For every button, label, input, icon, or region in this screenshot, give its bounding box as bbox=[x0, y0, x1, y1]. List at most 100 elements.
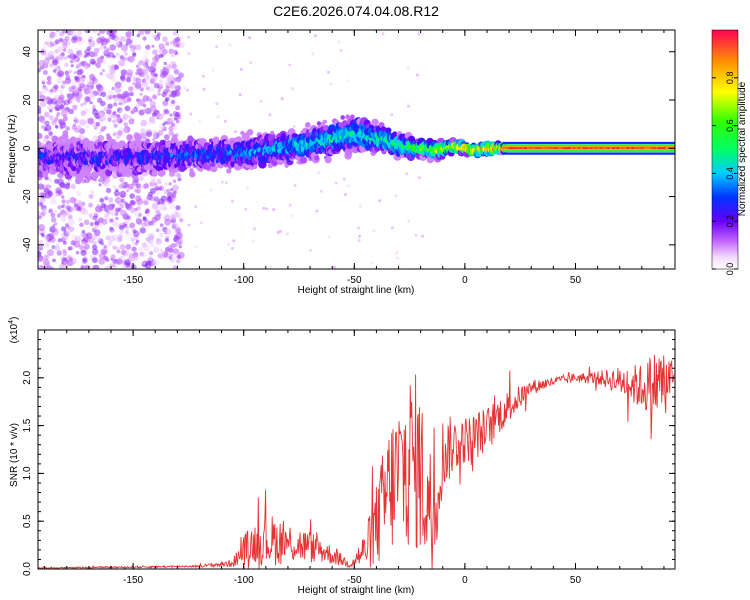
noise-speckle bbox=[337, 40, 341, 44]
noise-speckle bbox=[68, 108, 74, 115]
noise-speckle bbox=[117, 233, 123, 240]
noise-speckle bbox=[57, 189, 62, 195]
noise-speckle bbox=[395, 251, 399, 255]
noise-speckle bbox=[92, 241, 97, 246]
spectrogram-cell bbox=[38, 140, 42, 149]
noise-speckle bbox=[112, 119, 116, 124]
noise-speckle bbox=[248, 36, 252, 40]
x-tick-label: -100 bbox=[234, 575, 254, 586]
stable-band-cell bbox=[590, 147, 593, 149]
noise-speckle bbox=[119, 177, 125, 183]
spectrogram-xlabel: Height of straight line (km) bbox=[298, 285, 415, 296]
noise-speckle bbox=[317, 171, 321, 175]
noise-speckle bbox=[124, 201, 128, 206]
noise-speckle bbox=[161, 48, 168, 55]
noise-speckle bbox=[58, 37, 64, 43]
noise-speckle bbox=[38, 250, 41, 254]
noise-speckle bbox=[85, 86, 93, 94]
noise-speckle bbox=[120, 76, 126, 82]
noise-speckle bbox=[158, 253, 165, 260]
noise-speckle bbox=[158, 81, 165, 87]
stable-band-cell bbox=[597, 147, 600, 149]
noise-speckle bbox=[69, 205, 77, 213]
noise-speckle bbox=[223, 119, 227, 123]
noise-speckle bbox=[50, 234, 55, 240]
noise-speckle bbox=[174, 51, 179, 56]
noise-speckle bbox=[138, 175, 144, 181]
noise-speckle bbox=[43, 127, 48, 132]
noise-speckle bbox=[147, 260, 152, 266]
noise-speckle bbox=[176, 237, 184, 245]
noise-speckle bbox=[372, 229, 376, 233]
noise-speckle bbox=[133, 230, 140, 238]
colorbar-label: Normalized spectral amplitude bbox=[737, 81, 748, 216]
noise-speckle bbox=[131, 246, 137, 252]
noise-speckle bbox=[172, 248, 180, 255]
noise-speckle bbox=[41, 125, 45, 129]
noise-speckle bbox=[74, 76, 80, 82]
noise-speckle bbox=[150, 187, 156, 194]
stable-band-cell bbox=[548, 147, 552, 149]
noise-speckle bbox=[173, 69, 180, 75]
noise-speckle bbox=[151, 33, 157, 39]
noise-speckle bbox=[128, 86, 134, 92]
noise-speckle bbox=[168, 94, 172, 98]
noise-speckle bbox=[124, 106, 129, 110]
noise-speckle bbox=[165, 41, 170, 47]
noise-speckle bbox=[268, 265, 272, 269]
noise-speckle bbox=[38, 215, 42, 220]
noise-speckle bbox=[105, 187, 112, 194]
spectrogram-cell bbox=[371, 118, 379, 126]
noise-speckle bbox=[107, 90, 115, 97]
stable-band-cell bbox=[509, 147, 513, 149]
noise-speckle bbox=[73, 91, 80, 99]
noise-speckle bbox=[169, 203, 176, 210]
stable-band-cell bbox=[653, 147, 656, 149]
spectrogram-cell bbox=[61, 133, 69, 141]
noise-speckle bbox=[70, 182, 77, 189]
noise-speckle bbox=[49, 34, 54, 39]
noise-speckle bbox=[64, 36, 70, 41]
noise-speckle bbox=[279, 229, 283, 233]
noise-speckle bbox=[41, 208, 48, 214]
noise-speckle bbox=[49, 89, 53, 93]
noise-speckle bbox=[155, 209, 161, 215]
noise-speckle bbox=[108, 197, 114, 203]
noise-speckle bbox=[170, 99, 176, 105]
noise-speckle bbox=[170, 61, 175, 65]
noise-speckle bbox=[99, 72, 103, 76]
stable-band-cell bbox=[633, 147, 637, 149]
noise-speckle bbox=[59, 125, 64, 130]
noise-speckle bbox=[73, 202, 78, 207]
noise-speckle bbox=[113, 190, 120, 197]
noise-speckle bbox=[53, 84, 59, 90]
noise-speckle bbox=[152, 94, 158, 100]
noise-speckle bbox=[66, 182, 71, 186]
noise-speckle bbox=[417, 32, 421, 36]
noise-speckle bbox=[164, 238, 169, 242]
noise-speckle bbox=[128, 39, 133, 44]
noise-speckle bbox=[239, 67, 243, 71]
noise-speckle bbox=[120, 209, 127, 217]
noise-speckle bbox=[293, 183, 297, 187]
noise-speckle bbox=[156, 112, 164, 120]
noise-speckle bbox=[108, 36, 112, 40]
colorbar-tick-label: 0.6 bbox=[725, 119, 735, 132]
stable-band-cell bbox=[556, 147, 559, 149]
noise-speckle bbox=[54, 49, 59, 54]
y-tick-label: 40 bbox=[22, 46, 33, 58]
noise-speckle bbox=[150, 66, 154, 70]
noise-speckle bbox=[56, 214, 61, 218]
noise-speckle bbox=[128, 30, 132, 34]
noise-speckle bbox=[56, 250, 62, 256]
noise-speckle bbox=[157, 88, 161, 92]
noise-speckle bbox=[61, 211, 67, 217]
noise-speckle bbox=[101, 126, 106, 131]
noise-speckle bbox=[72, 106, 78, 111]
noise-speckle bbox=[77, 36, 83, 42]
noise-speckle bbox=[142, 54, 148, 60]
noise-speckle bbox=[346, 79, 350, 83]
noise-speckle bbox=[165, 64, 172, 70]
x-tick-label: -100 bbox=[234, 275, 254, 286]
colorbar-tick-label: 0.0 bbox=[725, 263, 735, 276]
